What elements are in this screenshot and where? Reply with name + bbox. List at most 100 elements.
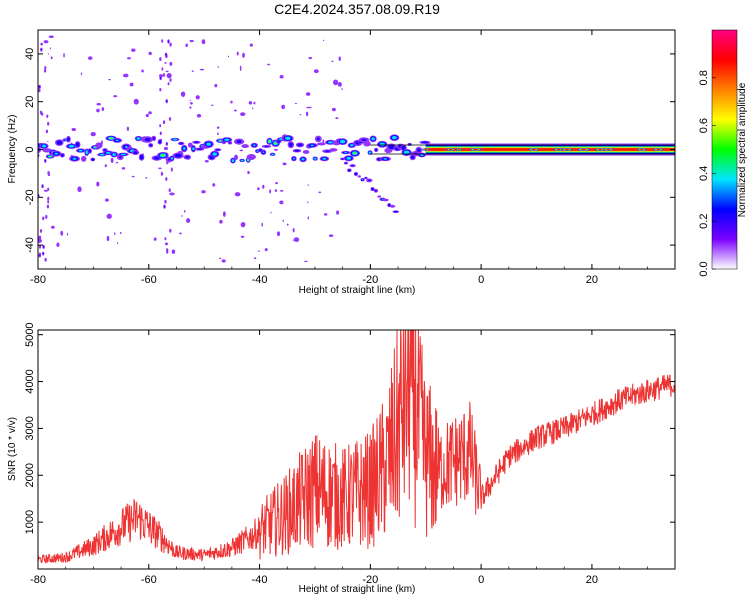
spectrogram-cell [206,142,211,146]
spectrogram-cell [164,199,167,204]
spectrogram-cell [122,73,129,78]
spectrogram-cell [247,170,250,175]
spectrogram-cell [44,257,47,262]
spectrogram-cell [337,82,342,87]
snr-x-axis-label: Height of straight line (km) [299,584,416,595]
spectrogram-cell [233,109,237,112]
spectrogram-cell [307,184,310,186]
spectrogram-cell [109,137,113,140]
y-tick-label: 0 [24,146,36,152]
spectrogram-cell [323,213,328,216]
snr-series-line [38,330,675,564]
spectrogram-cell [168,188,171,193]
spectrogram-cell [162,73,166,77]
spectrogram-cell [216,126,220,129]
spectrogram-cell [64,139,67,141]
spectrogram-cell [246,154,256,160]
spectrogram-cell [161,39,164,43]
spectrogram-cell [40,48,42,51]
spectrogram-cell [43,246,45,248]
spectrogram-cell [68,144,75,148]
spectrogram-cell [195,95,200,100]
spectrogram-cell [388,203,391,207]
spectrogram-cell [61,154,64,157]
spectrogram-cell [49,47,51,50]
spectrogram-cell [159,87,162,92]
y-tick-label: 5000 [24,322,36,346]
spectrogram-cell [199,68,205,71]
x-tick-label: -40 [252,274,268,286]
spectrogram-cell [284,136,291,140]
spectrogram-cell [327,141,333,144]
spectrogram-cell [262,184,265,189]
spectrogram-cell [421,141,429,144]
spectrogram-cell [148,51,152,56]
spectrogram-cell [268,140,271,143]
spectrogram-cell [126,57,131,60]
spectrogram-cell [159,124,162,128]
spectrogram-cell [183,209,186,213]
spectrogram-cell [292,227,295,233]
spectrogram-cell [281,104,286,110]
spectrogram-cell [158,140,162,144]
spectrogram-cell [264,145,269,147]
spectrogram-cell [45,214,48,219]
spectrogram-cell [66,232,69,236]
spectrogram-cell [185,43,188,48]
spectrogram-cell [212,152,218,156]
spectrogram-cell [313,69,319,74]
spectrogram-cell [581,148,586,151]
spectrogram-cell [166,73,172,79]
spectrogram-cell [473,148,478,151]
spectrogram-cell [368,151,372,154]
spectrogram-cell [196,114,202,118]
spectrogram-cell [222,211,226,217]
spectrogram-cell [104,198,109,202]
spectrogram-cell [185,155,190,159]
spectrogram-cell [119,156,122,159]
colorbar-tick-label: 0.0 [698,261,710,276]
colorbar-tick-label: 0.4 [698,166,710,181]
spectrogram-cell [161,67,164,71]
spectrogram-cell [383,198,389,202]
spectrogram-cell [270,211,272,214]
spectrogram-cell [152,137,155,140]
spectrogram-panel: -80 -60 -40 -20 0 20 -40 -20 0 20 40 Height of str… [7,29,676,296]
spectrogram-cell [236,140,242,144]
x-tick-label: -40 [252,574,268,586]
spectrogram-cell [339,139,346,144]
spectrogram-cell [449,148,453,151]
spectrogram-cell [331,60,334,63]
spectrogram-cell [276,140,281,143]
spectrogram-cell [169,42,172,47]
spectrogram-cell [351,165,354,167]
spectrogram-cell [172,138,178,141]
y-tick-label: 40 [24,48,36,60]
spectrogram-cell [38,235,42,240]
spectrogram-cell [160,77,162,80]
spectrogram-cell [216,149,220,151]
x-tick-label: 0 [478,274,484,286]
spectrogram-cell [169,192,175,196]
spectrogram-cell [161,154,165,157]
spectrogram-cell [293,237,300,242]
spectrogram-cell [139,154,144,160]
spectrogram-cell [88,56,93,60]
spectrogram-cell [145,177,148,179]
spectrogram-cell [165,177,168,181]
spectrogram-cell [80,155,87,162]
x-tick-label: -80 [30,274,46,286]
spectrogram-cell [131,175,135,178]
spectrogram-cell [282,162,287,166]
spectrogram-marks [38,35,675,263]
spectrogram-cell [204,160,209,163]
spectrogram-cell [564,148,569,151]
spectrogram-cell [236,51,239,56]
spectrogram-cell [253,101,256,105]
spectrogram-cell [38,238,42,243]
spectrogram-cell [115,161,119,164]
spectrogram-cell [353,152,357,155]
colorbar-tick-label: 0.2 [698,214,710,229]
spectrogram-cell [411,155,415,159]
spectrogram-cell [38,245,42,249]
